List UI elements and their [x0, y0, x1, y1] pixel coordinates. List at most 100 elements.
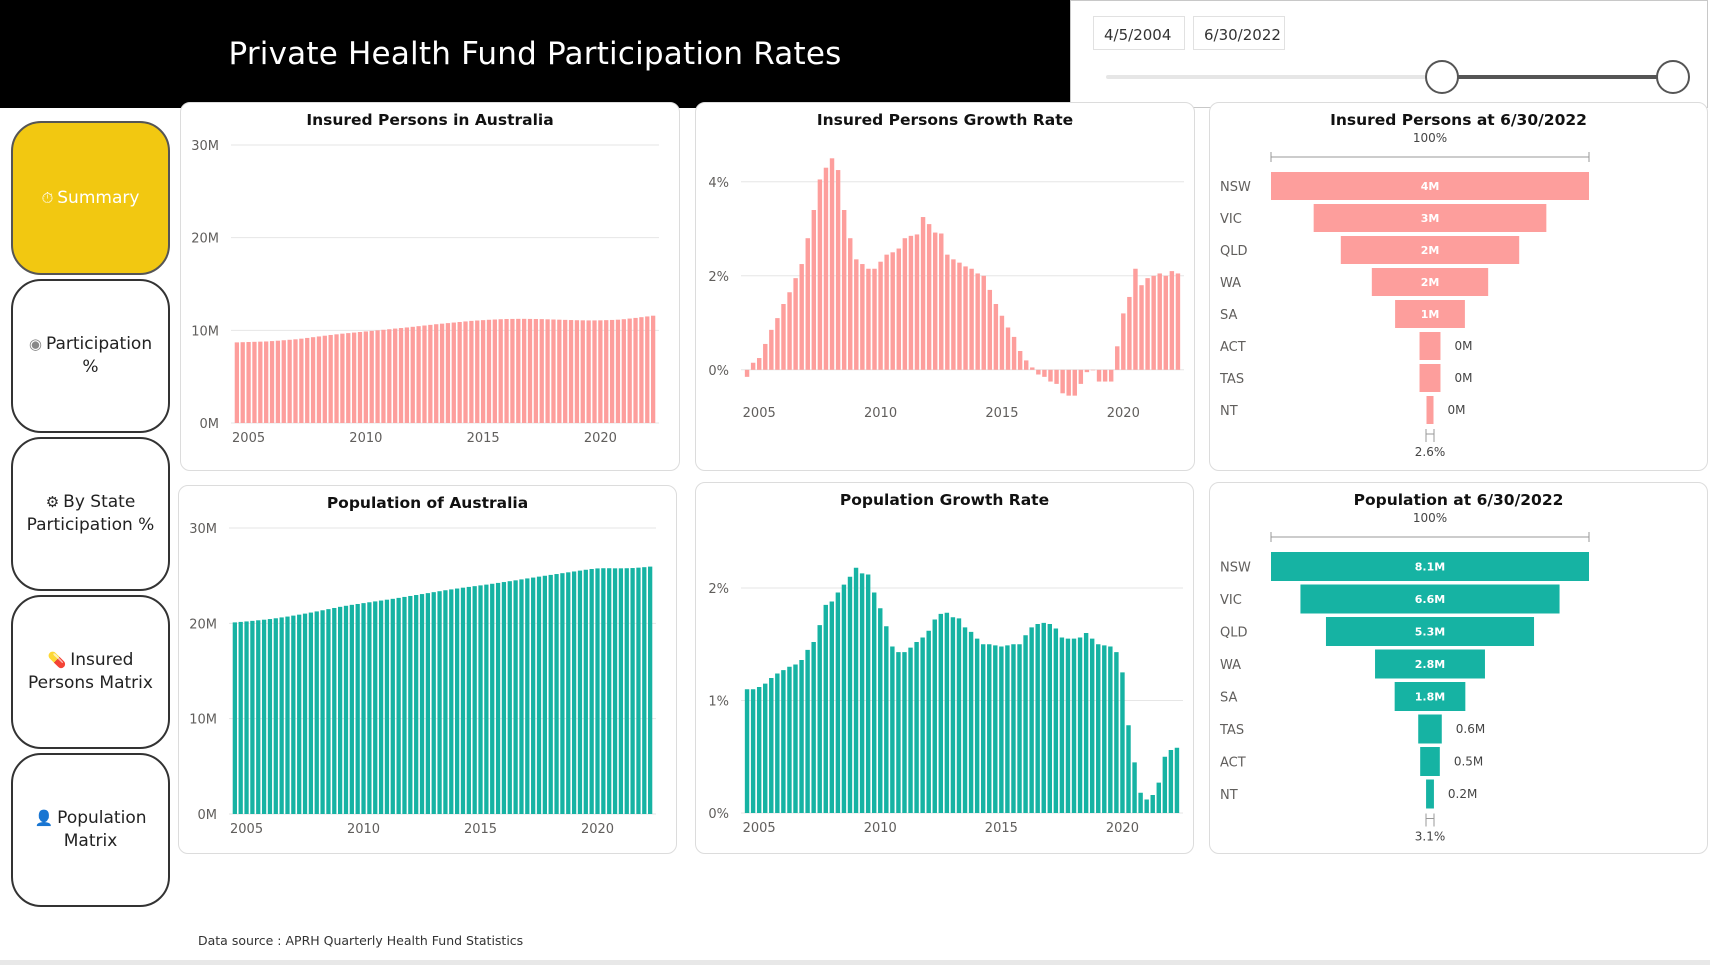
end-date-handle[interactable]: [1656, 60, 1691, 94]
insured-funnel-chart: Insured Persons at 6/30/2022 100% NSW 4M VI…: [1209, 102, 1708, 471]
bar: [926, 224, 932, 370]
bar: [238, 621, 243, 814]
bar: [472, 586, 477, 814]
funnel-category-label: QLD: [1220, 626, 1248, 641]
funnel-bar: [1313, 204, 1547, 232]
bar: [498, 319, 503, 423]
bar: [756, 687, 762, 813]
bar: [346, 333, 351, 423]
bar: [1066, 369, 1071, 396]
bar: [398, 328, 404, 423]
bar: [490, 583, 495, 814]
bar: [932, 232, 938, 370]
bar: [787, 292, 792, 370]
funnel-bar: [1395, 300, 1465, 328]
nav-participation-button[interactable]: ◉ Participation %: [11, 279, 170, 433]
bar: [285, 616, 290, 814]
bar: [750, 362, 756, 370]
y-tick-label: 2%: [708, 270, 729, 285]
date-range-track[interactable]: [1106, 75, 1676, 79]
bar: [457, 321, 462, 423]
bar: [1127, 296, 1132, 370]
end-date-input[interactable]: 6/30/2022: [1193, 16, 1285, 50]
bar: [609, 319, 615, 423]
bar: [478, 585, 483, 814]
y-tick-label: 4%: [708, 176, 729, 191]
bar: [577, 570, 583, 814]
bar: [445, 323, 451, 423]
bar: [787, 666, 792, 813]
bar: [781, 304, 786, 370]
bar: [604, 320, 609, 423]
bar: [516, 318, 521, 423]
funnel-bar: [1394, 682, 1466, 711]
person-icon: 👤: [34, 809, 54, 827]
nav-insured-matrix-button[interactable]: 💊 Insured Persons Matrix: [11, 595, 170, 749]
bar: [595, 568, 600, 814]
bar: [1132, 762, 1137, 813]
nav-by-state-button[interactable]: ⚙ By State Participation %: [11, 437, 170, 591]
bar: [633, 317, 638, 423]
bar: [1096, 644, 1101, 813]
x-tick-label: 2020: [1107, 406, 1140, 421]
insured-growth-plot: 0% 2% 4% 2005 2010 2015 2020: [708, 158, 1184, 421]
insured-funnel-plot: 100% NSW 4M VIC 3M QLD 2M WA 2M SA 1M ACT 0M TAS 0M NT 0…: [1219, 131, 1590, 459]
chart-title: Population at 6/30/2022: [1353, 491, 1564, 509]
bar: [492, 319, 497, 423]
bar: [1168, 750, 1174, 813]
bar: [1083, 633, 1089, 813]
bar: [592, 320, 597, 423]
bar: [460, 587, 466, 814]
bar: [234, 342, 240, 423]
y-tick-label: 0%: [708, 807, 729, 822]
bar: [938, 613, 944, 813]
funnel-value-label: 0M: [1448, 403, 1466, 417]
bar: [299, 338, 304, 423]
bar: [469, 320, 474, 423]
x-tick-label: 2015: [985, 821, 1018, 836]
bar: [650, 315, 656, 423]
start-date-input[interactable]: 4/5/2004: [1093, 16, 1185, 50]
funnel-category-label: VIC: [1220, 593, 1242, 608]
x-tick-label: 2010: [349, 431, 382, 446]
bar: [962, 627, 968, 813]
bar: [258, 341, 263, 423]
x-tick-label: 2010: [347, 822, 380, 837]
bar: [775, 673, 780, 813]
bar: [554, 574, 559, 814]
bar: [1036, 369, 1041, 375]
bar: [1145, 278, 1150, 370]
bar: [316, 336, 322, 423]
bar: [750, 689, 756, 813]
start-date-handle[interactable]: [1425, 60, 1460, 94]
bar: [829, 158, 835, 370]
bar: [328, 334, 333, 423]
x-tick-label: 2020: [581, 822, 614, 837]
chart-title: Insured Persons in Australia: [306, 111, 554, 129]
nav-participation-label: Participation %: [45, 334, 153, 377]
nav-population-matrix-button[interactable]: 👤 Population Matrix: [11, 753, 170, 907]
chart-title: Insured Persons Growth Rate: [816, 111, 1074, 129]
bar: [1126, 725, 1131, 813]
bar: [896, 248, 901, 370]
bar: [1169, 271, 1175, 370]
bar: [1108, 646, 1113, 813]
bar: [557, 319, 562, 423]
bar: [416, 326, 421, 423]
bar: [645, 316, 650, 423]
bar: [275, 340, 281, 423]
chart-title: Population Growth Rate: [839, 491, 1050, 509]
bar: [823, 604, 828, 813]
bar: [279, 617, 284, 814]
nav-summary-button[interactable]: ⏱ Summary: [11, 121, 170, 275]
bar: [763, 683, 768, 813]
bar: [264, 341, 269, 423]
bar: [297, 614, 302, 814]
bar: [805, 649, 810, 813]
bar: [560, 573, 565, 814]
funnel-bar: [1375, 649, 1485, 679]
bar: [763, 343, 768, 370]
bar: [793, 278, 798, 370]
funnel-bar: [1340, 236, 1520, 264]
bar: [542, 575, 547, 814]
